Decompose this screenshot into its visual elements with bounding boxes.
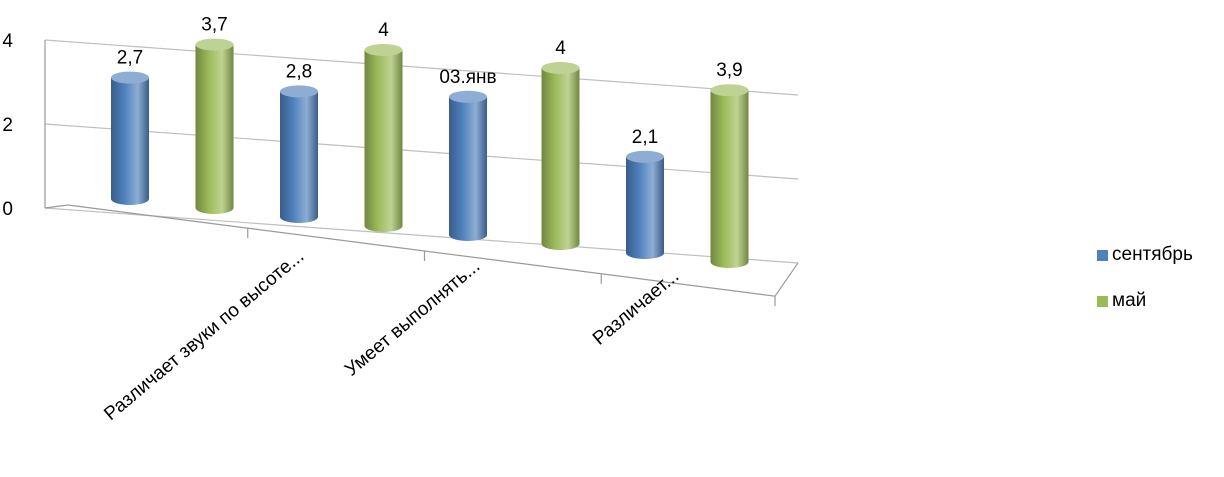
gridline-1 bbox=[44, 123, 799, 180]
bar-may-1 bbox=[364, 44, 403, 232]
bar-body bbox=[111, 77, 149, 205]
legend-label-september: сентябрь bbox=[1112, 244, 1193, 265]
data-label-may-0: 3,7 bbox=[201, 15, 227, 36]
bar-top bbox=[111, 71, 149, 84]
bar-top bbox=[710, 84, 749, 97]
bar-top bbox=[364, 44, 403, 56]
bar-body bbox=[710, 90, 749, 268]
bar-may-0 bbox=[195, 38, 234, 214]
bar-top bbox=[541, 62, 580, 74]
bar-body bbox=[626, 156, 664, 259]
bar-may-3 bbox=[710, 84, 749, 268]
bar-september-1 bbox=[280, 85, 318, 224]
axis-edge-1 bbox=[44, 204, 69, 209]
y-tick-label-2: 4 bbox=[2, 31, 13, 52]
bar-top bbox=[626, 150, 664, 163]
data-label-september-2: 03.янв bbox=[439, 67, 496, 88]
data-label-may-2: 4 bbox=[555, 38, 566, 59]
gridlines bbox=[44, 39, 799, 307]
bar-body bbox=[280, 91, 318, 224]
bar-body bbox=[541, 68, 580, 250]
bar-top bbox=[449, 90, 487, 103]
legend-item-september: сентябрь bbox=[1097, 244, 1193, 266]
category-label-1: Умеет выполнять... bbox=[341, 256, 484, 381]
bar-september-2 bbox=[449, 90, 487, 241]
legend-swatch-may bbox=[1097, 295, 1108, 307]
category-label-0: Различает звуки по высоте... bbox=[100, 246, 308, 425]
axis-edge-3 bbox=[774, 262, 799, 297]
y-tick-label-1: 2 bbox=[2, 115, 13, 136]
legend: сентябрь май bbox=[1097, 244, 1193, 336]
bar-body bbox=[364, 50, 403, 232]
y-tick-label-0: 0 bbox=[2, 199, 13, 220]
bar-may-2 bbox=[541, 62, 580, 250]
data-label-may-3: 3,9 bbox=[716, 60, 742, 81]
bar-september-0 bbox=[111, 71, 149, 205]
data-label-september-0: 2,7 bbox=[117, 48, 143, 69]
data-label-may-1: 4 bbox=[378, 20, 389, 41]
gridline-0 bbox=[44, 207, 799, 264]
bar-body bbox=[449, 96, 487, 241]
bar-top bbox=[280, 85, 318, 98]
data-label-september-1: 2,8 bbox=[286, 61, 312, 82]
axis-edge-2 bbox=[67, 204, 776, 297]
bar-body bbox=[195, 44, 234, 214]
data-label-september-3: 2,1 bbox=[632, 127, 658, 148]
legend-item-may: май bbox=[1097, 290, 1193, 312]
bar-series bbox=[111, 38, 749, 268]
y-axis-tick-labels: 0 2 4 bbox=[2, 31, 13, 220]
bar-top bbox=[195, 38, 234, 51]
legend-swatch-september bbox=[1097, 249, 1108, 261]
legend-label-may: май bbox=[1112, 290, 1147, 311]
bar-september-3 bbox=[626, 150, 664, 259]
gridline-2 bbox=[44, 39, 799, 96]
data-labels: 2,7 3,7 2,8 4 03.янв 4 2,1 3,9 bbox=[117, 15, 743, 148]
